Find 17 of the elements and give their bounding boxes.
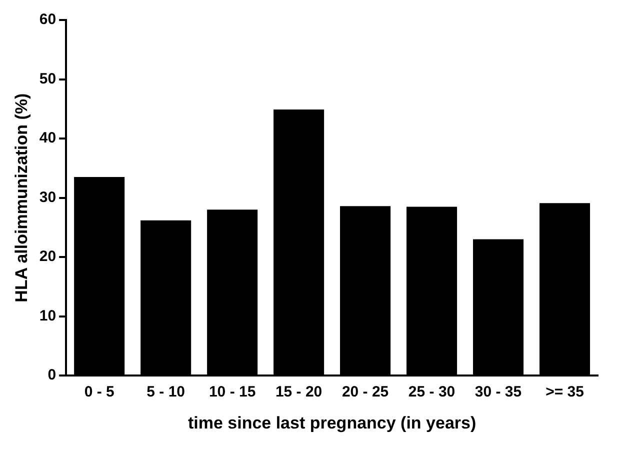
y-tick-label: 50	[39, 70, 56, 88]
x-tick-label: 20 - 25	[342, 384, 389, 401]
x-tick-label: 30 - 35	[474, 384, 522, 401]
y-tick-label: 60	[39, 11, 56, 28]
x-tick-label: >= 35	[546, 384, 584, 401]
y-axis-title: HLA alloimmunization (%)	[12, 93, 31, 302]
y-tick-label: 20	[39, 248, 56, 266]
x-axis-title: time since last pregnancy (in years)	[188, 413, 476, 432]
y-tick-label: 0	[48, 366, 56, 384]
x-tick-label: 10 - 15	[208, 384, 256, 401]
x-tick-label: 25 - 30	[408, 384, 456, 401]
y-tick-label: 30	[39, 188, 56, 206]
x-tick-label: 15 - 20	[275, 384, 322, 401]
y-tick-label: 10	[39, 307, 56, 324]
y-tick-label: 40	[39, 130, 56, 147]
x-tick-label: 5 - 10	[146, 384, 185, 401]
x-tick-label: 0 - 5	[84, 384, 114, 401]
